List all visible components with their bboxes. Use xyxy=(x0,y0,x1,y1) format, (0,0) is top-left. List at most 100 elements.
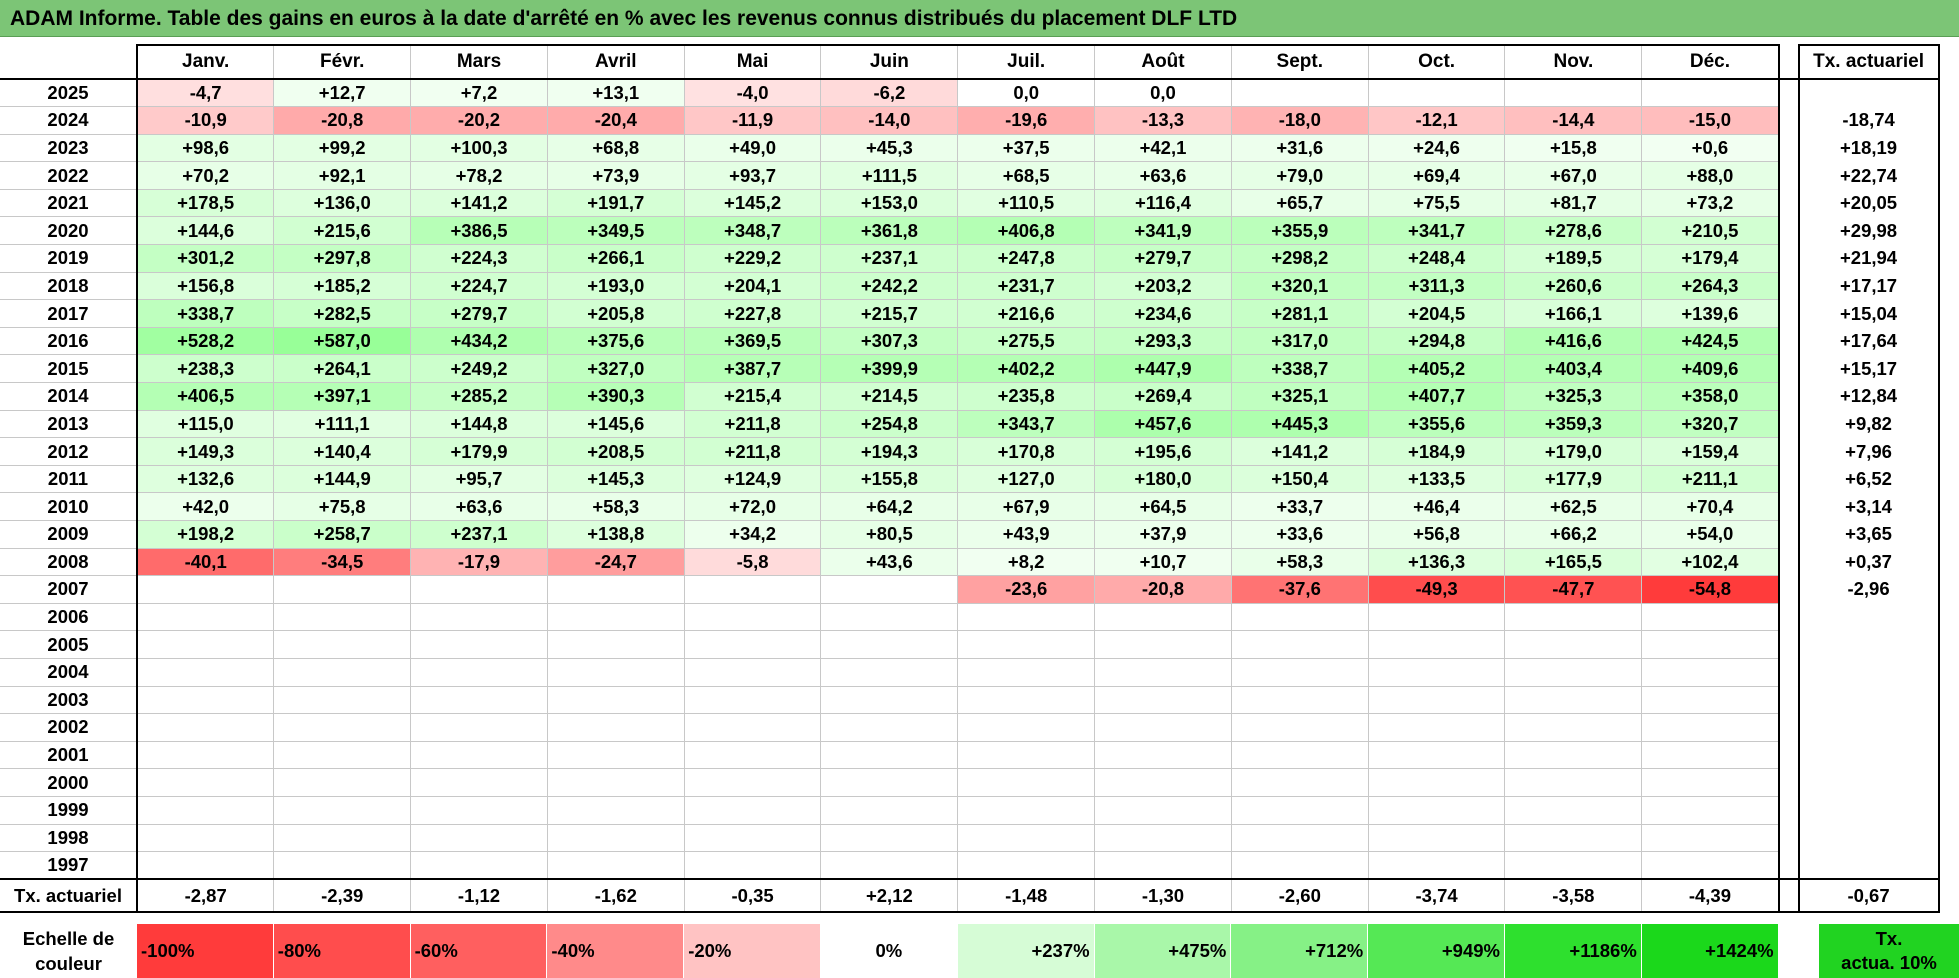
gain-cell: +179,4 xyxy=(1641,244,1780,273)
yearly-rate-cell xyxy=(1797,630,1940,659)
gain-cell xyxy=(1231,741,1369,770)
yearly-rate-cell: +22,74 xyxy=(1797,161,1940,190)
gain-cell xyxy=(820,603,959,632)
color-scale-swatch: +475% xyxy=(1094,924,1232,978)
gain-cell: -17,9 xyxy=(410,548,548,577)
gain-cell xyxy=(684,796,822,825)
gain-cell xyxy=(820,713,959,742)
gain-cell: -12,1 xyxy=(1368,106,1506,135)
gain-cell: +587,0 xyxy=(273,327,412,356)
gain-cell xyxy=(273,741,412,770)
gain-cell: -13,3 xyxy=(1094,106,1232,135)
gain-cell: -4,0 xyxy=(684,79,822,108)
gain-cell: +63,6 xyxy=(1094,161,1232,190)
color-scale: Echelle de couleur -100% -80% -60% -40% -20%… xyxy=(0,924,1959,978)
gain-cell xyxy=(1504,658,1643,687)
gain-cell xyxy=(1504,741,1643,770)
gain-cell: -4,7 xyxy=(137,79,275,108)
gain-cell: +63,6 xyxy=(410,492,548,521)
gain-cell: +348,7 xyxy=(684,216,822,246)
gain-cell: +78,2 xyxy=(410,161,548,190)
table-row: 2017 +338,7 +282,5 +279,7 +205,8 +227,8 +215,7… xyxy=(0,299,1940,328)
gain-cell xyxy=(1231,768,1369,797)
gain-cell xyxy=(684,851,822,880)
gain-cell: +297,8 xyxy=(273,244,412,273)
gain-cell: +7,2 xyxy=(410,79,548,108)
gain-cell xyxy=(820,851,959,880)
table-row: 2006 xyxy=(0,603,1940,632)
yearly-rate-cell: +29,98 xyxy=(1797,216,1940,245)
gain-cell xyxy=(1094,658,1232,687)
gain-cell xyxy=(820,741,959,770)
gain-cell: +136,3 xyxy=(1368,548,1506,577)
yearly-rate-cell xyxy=(1797,741,1940,769)
gain-cell: +0,6 xyxy=(1641,134,1780,163)
gain-cell: -5,8 xyxy=(684,548,822,577)
gain-cell xyxy=(957,851,1096,880)
gain-cell xyxy=(1504,630,1643,659)
gain-cell: +149,3 xyxy=(137,437,275,466)
gain-cell: +282,5 xyxy=(273,299,412,328)
gain-cell xyxy=(1368,741,1506,770)
yearly-rate-cell: +9,82 xyxy=(1797,410,1940,438)
gain-cell xyxy=(957,768,1096,797)
gain-cell: +375,6 xyxy=(547,327,685,356)
month-header: Avril xyxy=(547,44,685,80)
gain-cell xyxy=(547,768,685,797)
gain-cell: +170,8 xyxy=(957,437,1096,466)
yearly-rate-cell xyxy=(1797,79,1940,107)
gain-cell: +327,0 xyxy=(547,354,685,384)
gain-cell: 0,0 xyxy=(1094,79,1232,108)
gain-cell: +301,2 xyxy=(137,244,275,273)
gain-cell: -11,9 xyxy=(684,106,822,135)
gain-cell: +242,2 xyxy=(820,272,959,301)
gain-cell: +320,1 xyxy=(1231,272,1369,301)
gain-cell: +215,4 xyxy=(684,382,822,411)
gain-cell: +215,7 xyxy=(820,299,959,328)
year-label: 2018 xyxy=(0,272,138,301)
table-row: 1999 xyxy=(0,796,1940,825)
gain-cell: +70,4 xyxy=(1641,492,1780,521)
gain-cell: +285,2 xyxy=(410,382,548,411)
gain-cell: +67,0 xyxy=(1504,161,1643,190)
table-row: 2012 +149,3 +140,4 +179,9 +208,5 +211,8 +194,3… xyxy=(0,437,1940,466)
gain-cell: +402,2 xyxy=(957,354,1096,384)
gain-cell: +279,7 xyxy=(410,299,548,328)
table-row: 2020 +144,6 +215,6 +386,5 +349,5 +348,7 +361,8… xyxy=(0,216,1940,246)
gain-cell xyxy=(410,713,548,742)
gain-cell: +409,6 xyxy=(1641,354,1780,384)
gain-cell: +92,1 xyxy=(273,161,412,190)
gain-cell: +159,4 xyxy=(1641,437,1780,466)
gain-cell: +95,7 xyxy=(410,465,548,494)
gain-cell: +145,6 xyxy=(547,410,685,439)
gain-cell: +145,2 xyxy=(684,189,822,218)
yearly-rate-cell: -2,96 xyxy=(1797,575,1940,604)
gain-cell: +46,4 xyxy=(1368,492,1506,521)
gain-cell xyxy=(1641,768,1780,797)
color-scale-swatch: -20% xyxy=(684,924,821,978)
gain-cell: +229,2 xyxy=(684,244,822,273)
gain-cell: +31,6 xyxy=(1231,134,1369,163)
table-row: 2018 +156,8 +185,2 +224,7 +193,0 +204,1 +242,2… xyxy=(0,272,1940,301)
color-scale-swatch: +237% xyxy=(957,924,1095,978)
yearly-rate-cell: +20,05 xyxy=(1797,189,1940,217)
gain-cell xyxy=(820,824,959,853)
table-row: 2021 +178,5 +136,0 +141,2 +191,7 +145,2 +153,0… xyxy=(0,189,1940,218)
gain-cell: +434,2 xyxy=(410,327,548,356)
yearly-rate-cell: +7,96 xyxy=(1797,437,1940,466)
color-scale-swatch: +1186% xyxy=(1505,924,1642,978)
gain-cell xyxy=(820,658,959,687)
color-scale-swatch: 0% xyxy=(821,924,958,978)
gain-cell: +238,3 xyxy=(137,354,275,384)
yearly-rate-cell: +6,52 xyxy=(1797,465,1940,493)
year-label: 2015 xyxy=(0,354,138,384)
gain-cell: +189,5 xyxy=(1504,244,1643,273)
table-row: 2000 xyxy=(0,768,1940,797)
gain-cell: +185,2 xyxy=(273,272,412,301)
gain-cell xyxy=(273,824,412,853)
color-scale-swatch: -60% xyxy=(410,924,548,978)
gain-cell: +111,1 xyxy=(273,410,412,439)
gain-cell xyxy=(1368,79,1506,108)
gain-cell: +144,8 xyxy=(410,410,548,439)
gain-cell: +37,5 xyxy=(957,134,1096,163)
